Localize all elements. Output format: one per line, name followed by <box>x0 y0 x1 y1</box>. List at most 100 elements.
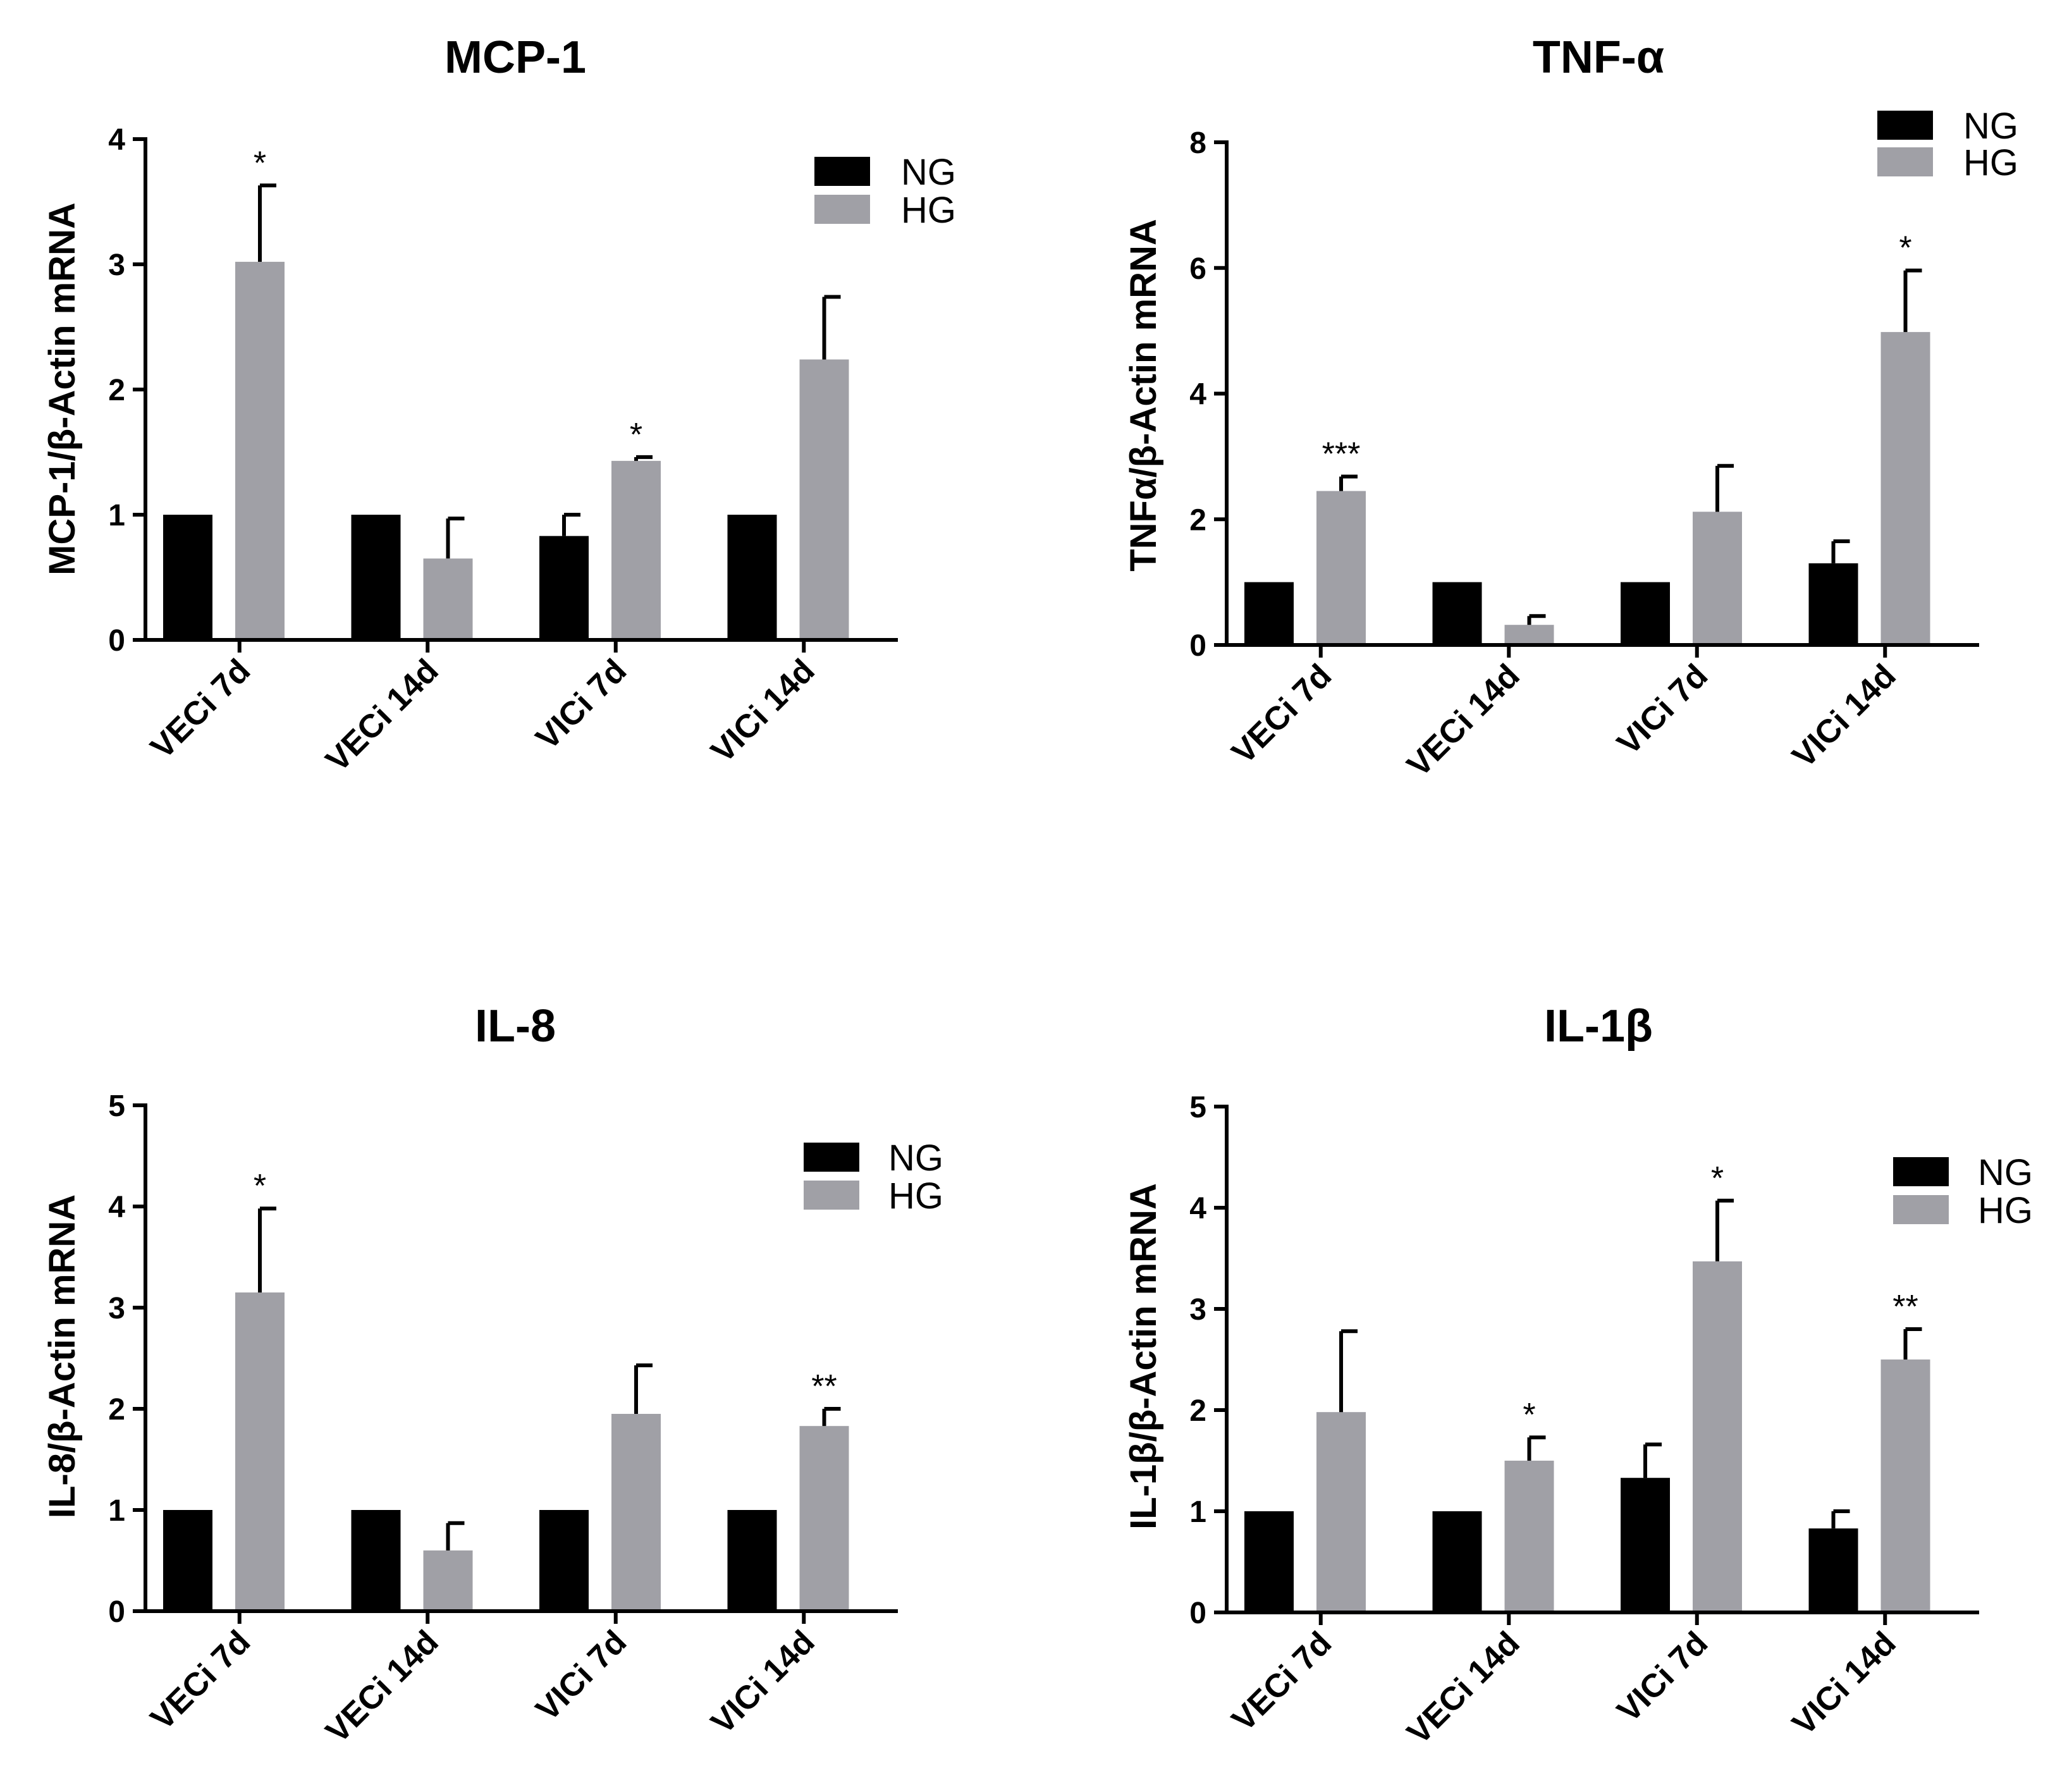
x-tick-label: VICi 14d <box>704 652 822 770</box>
y-tick-label: 5 <box>108 1089 125 1123</box>
legend-swatch-ng <box>814 157 870 186</box>
legend-label-ng: NG <box>1978 1152 2033 1193</box>
y-axis-label: MCP-1/β-Actin mRNA <box>42 202 83 575</box>
bar-hg-0 <box>1316 1412 1366 1612</box>
legend-label-ng: NG <box>1963 106 2018 147</box>
y-tick-label: 0 <box>108 1595 125 1629</box>
legend-swatch-hg <box>814 195 870 224</box>
bar-hg-2 <box>1693 512 1742 645</box>
x-tick-label: VECi 14d <box>319 1623 445 1750</box>
legend-label-hg: HG <box>901 190 956 231</box>
chart-title: IL-8 <box>475 1001 556 1052</box>
legend-swatch-ng <box>1877 111 1933 140</box>
legend-swatch-hg <box>1877 147 1933 176</box>
bar-ng-2 <box>539 536 589 640</box>
x-tick-label: VICi 7d <box>1610 657 1715 762</box>
bar-ng-3 <box>1808 1528 1858 1612</box>
bar-ng-2 <box>1621 582 1670 645</box>
y-tick-label: 6 <box>1189 252 1206 286</box>
x-tick-label: VECi 14d <box>1400 657 1526 783</box>
x-tick-label: VECi 14d <box>1400 1624 1526 1751</box>
y-tick-label: 4 <box>108 123 125 157</box>
legend-label-hg: HG <box>1978 1190 2033 1231</box>
bar-hg-0 <box>235 1292 285 1611</box>
legend-label-ng: NG <box>901 152 956 193</box>
bar-hg-1 <box>1504 1461 1554 1612</box>
bar-hg-1 <box>1504 625 1554 645</box>
legend-label-hg: HG <box>1963 142 2018 183</box>
y-tick-label: 1 <box>1189 1495 1206 1529</box>
legend-swatch-hg <box>1893 1195 1949 1224</box>
bar-ng-0 <box>1244 582 1294 645</box>
bar-ng-0 <box>1244 1511 1294 1612</box>
chart-title: IL-1β <box>1544 1001 1653 1052</box>
chart-title: TNF-α <box>1533 32 1664 83</box>
x-tick-label: VICi 7d <box>529 652 634 757</box>
y-axis-label: TNFα/β-Actin mRNA <box>1123 219 1164 572</box>
significance-label: * <box>1523 1397 1535 1433</box>
bar-hg-3 <box>1880 1359 1930 1612</box>
bar-ng-3 <box>727 515 777 640</box>
x-tick-label: VICi 14d <box>1786 657 1903 775</box>
bar-hg-2 <box>1693 1261 1742 1612</box>
y-tick-label: 0 <box>1189 1597 1206 1630</box>
bar-ng-3 <box>727 1510 777 1611</box>
bar-ng-3 <box>1808 563 1858 645</box>
bar-ng-0 <box>163 515 212 640</box>
y-tick-label: 2 <box>1189 503 1206 537</box>
bar-ng-1 <box>351 515 401 640</box>
plot-area: * * 0 1 2 3 4 VECi 7d VECi 14d VICi 7d VICi 14d <box>108 123 898 779</box>
y-tick-label: 3 <box>108 1292 125 1325</box>
bar-hg-1 <box>423 558 473 640</box>
x-tick-label: VECi 7d <box>1225 657 1339 771</box>
x-tick-label: VICi 14d <box>1786 1624 1903 1742</box>
legend: NG HG <box>814 152 956 231</box>
bar-hg-3 <box>799 1426 849 1611</box>
y-tick-label: 2 <box>108 1393 125 1427</box>
bar-ng-0 <box>163 1510 212 1611</box>
x-tick-label: VECi 14d <box>319 652 445 778</box>
x-tick-label: VECi 7d <box>1225 1624 1339 1738</box>
significance-label: * <box>1711 1160 1724 1197</box>
bar-hg-0 <box>1316 491 1366 645</box>
y-axis-label: IL-8/β-Actin mRNA <box>42 1194 83 1518</box>
legend-swatch-hg <box>804 1181 859 1210</box>
bar-hg-0 <box>235 262 285 640</box>
bar-hg-3 <box>799 359 849 640</box>
chart-il8: IL-8 IL-8/β-Actin mRNA NG HG ***012345VE… <box>42 1001 943 1750</box>
y-axis-label: IL-1β/β-Actin mRNA <box>1123 1183 1164 1530</box>
y-tick-label: 1 <box>108 499 125 532</box>
bar-ng-1 <box>1432 1511 1482 1612</box>
x-tick-label: VICi 14d <box>704 1623 822 1741</box>
bar-ng-2 <box>539 1510 589 1611</box>
y-tick-label: 8 <box>1189 126 1206 160</box>
y-tick-label: 3 <box>108 249 125 282</box>
x-tick-label: VECi 7d <box>144 1623 257 1737</box>
chart-il1-beta: IL-1β IL-1β/β-Actin mRNA NG HG ****01234… <box>1123 1001 2033 1752</box>
y-tick-label: 2 <box>108 374 125 407</box>
legend: NG HG <box>804 1138 943 1217</box>
y-tick-label: 1 <box>108 1494 125 1528</box>
bar-ng-1 <box>351 1510 401 1611</box>
legend: NG HG <box>1877 106 2018 183</box>
y-tick-label: 4 <box>108 1191 125 1224</box>
bar-hg-3 <box>1880 332 1930 645</box>
y-tick-label: 0 <box>1189 629 1206 663</box>
x-tick-label: VICi 7d <box>529 1623 634 1728</box>
chart-mcp1: MCP-1 MCP-1/β-Actin mRNA NG HG * * 0 1 2 3 4 VE… <box>42 32 956 779</box>
legend-label-hg: HG <box>888 1175 943 1217</box>
legend-label-ng: NG <box>888 1138 943 1179</box>
legend: NG HG <box>1893 1152 2033 1231</box>
y-tick-label: 4 <box>1189 378 1206 412</box>
significance-label: * <box>1899 230 1911 267</box>
significance-label: ** <box>1892 1289 1918 1325</box>
significance-label: *** <box>1322 436 1361 473</box>
x-tick-label: VECi 7d <box>144 652 257 766</box>
y-tick-label: 5 <box>1189 1091 1206 1124</box>
significance-label: * <box>630 417 642 453</box>
legend-swatch-ng <box>804 1143 859 1172</box>
